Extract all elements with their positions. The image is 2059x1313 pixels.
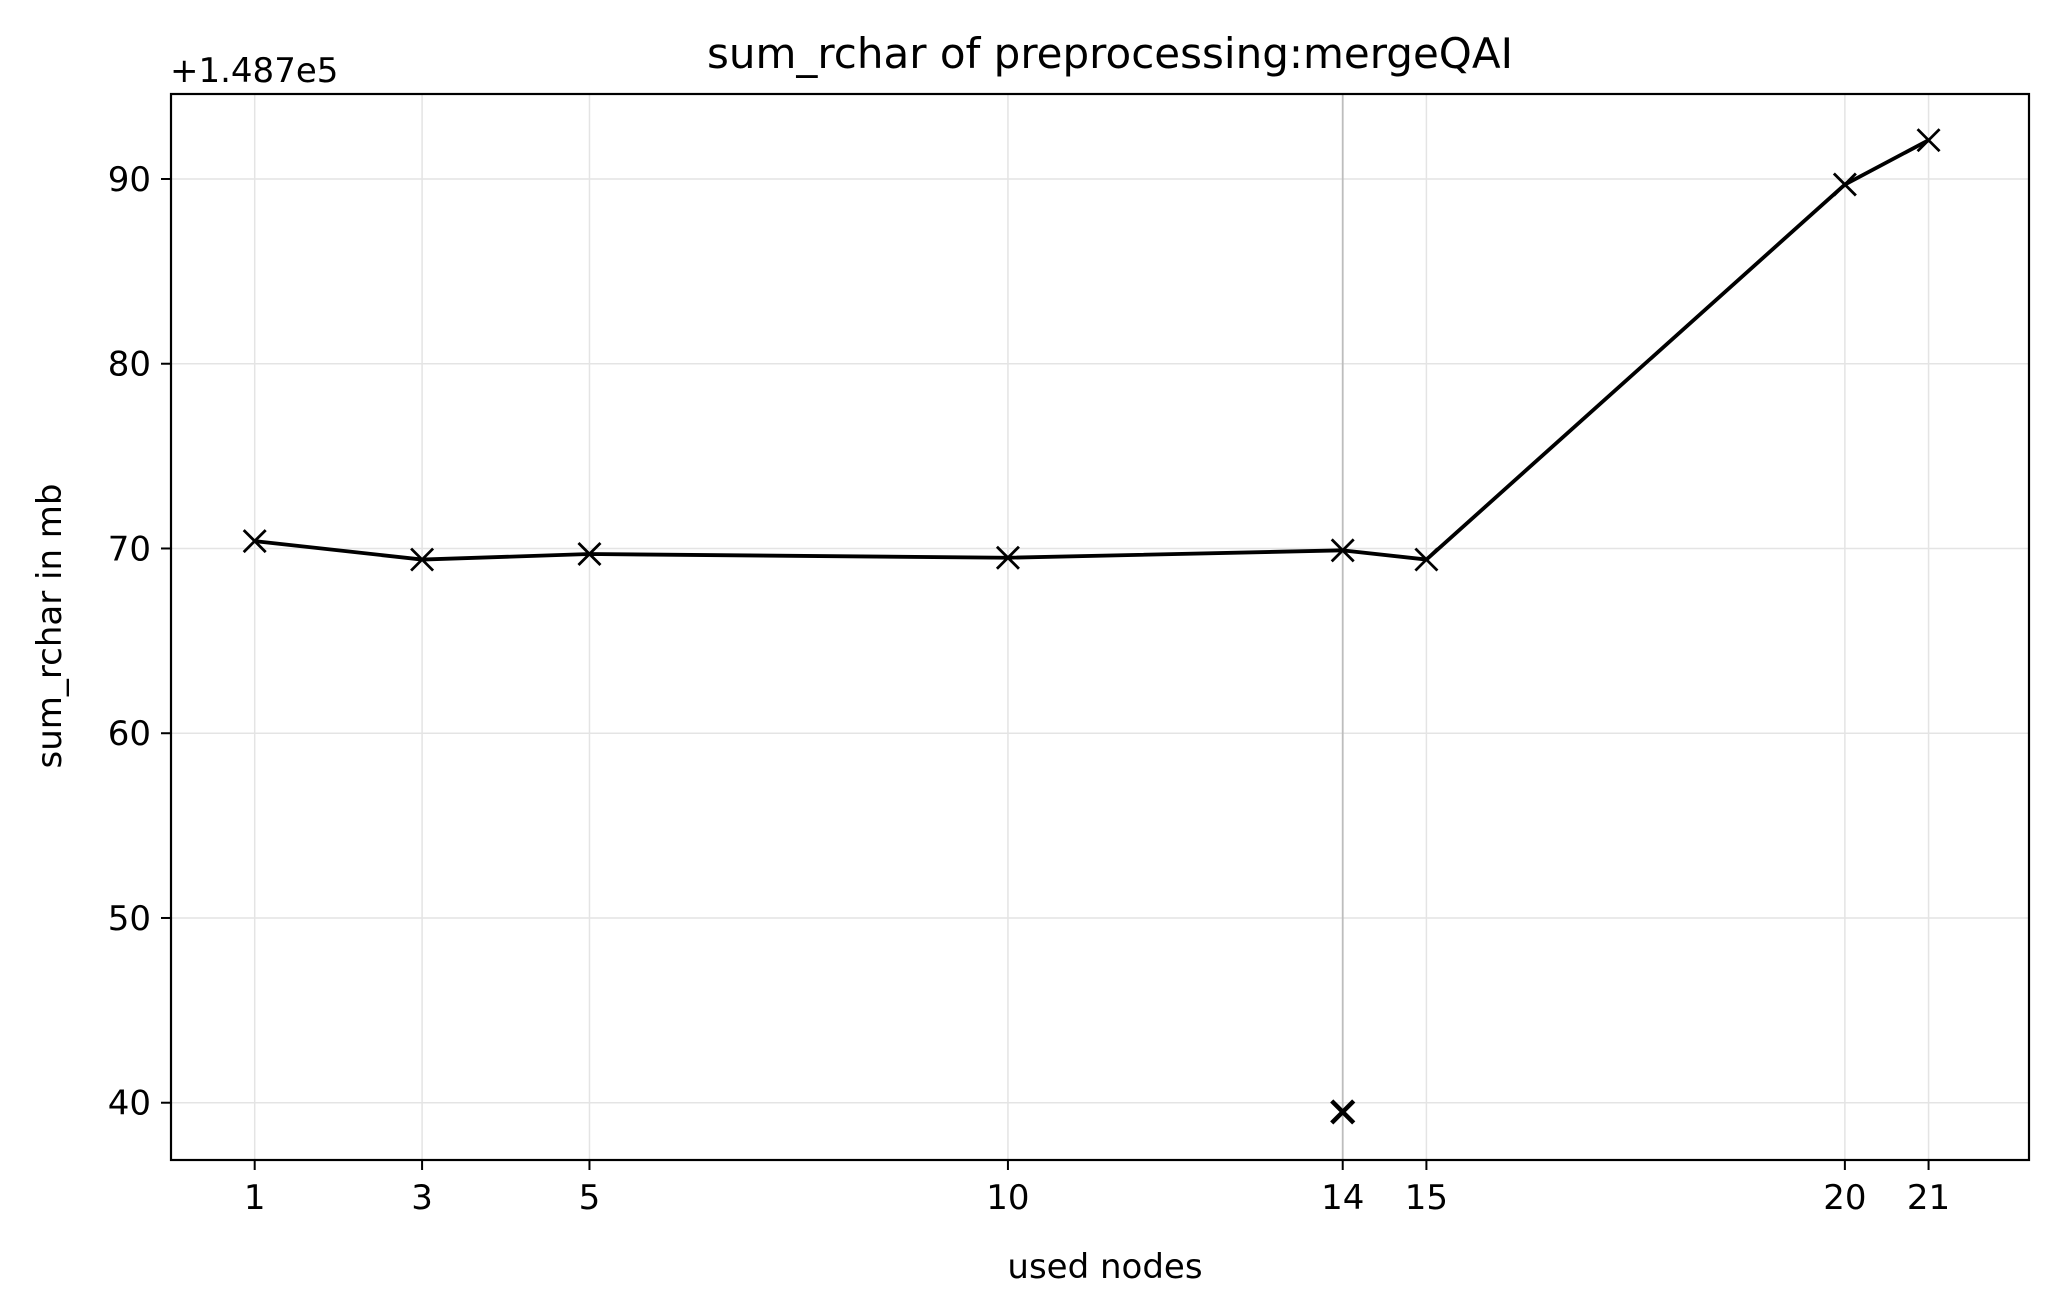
y-tick-label: 60 [108,714,151,754]
x-tick-label: 5 [579,1178,601,1218]
series-group [242,128,1941,572]
y-tick-label: 40 [108,1084,151,1124]
y-tick-label: 80 [108,345,151,385]
data-point-marker [1832,172,1857,197]
series-line [254,138,1930,562]
plot-area-frame [169,92,2031,1162]
data-point-marker [1916,128,1941,153]
y-tick-label: 90 [108,160,151,200]
y-axis-label: sum_rchar in mb [30,484,70,769]
y-axis-ticks: 40 50 60 70 80 90 [108,160,171,1124]
x-tick-label: 14 [1321,1178,1364,1218]
y-axis-offset-label: +1.487e5 [170,51,338,91]
data-point-marker [1414,547,1439,572]
data-point-marker [577,542,602,567]
x-tick-label: 3 [411,1178,433,1218]
x-tick-label: 10 [986,1178,1029,1218]
x-tick-label: 20 [1823,1178,1866,1218]
grid [171,94,2029,1160]
x-tick-label: 15 [1405,1178,1448,1218]
x-axis-label: used nodes [1007,1247,1202,1287]
x-tick-label: 1 [244,1178,266,1218]
y-tick-label: 50 [108,899,151,939]
chart-title: sum_rchar of preprocessing:mergeQAI [707,29,1513,78]
outlier-group [1330,1099,1356,1125]
data-point-marker [410,547,435,572]
outlier-marker [1330,1099,1356,1125]
data-point-marker [242,529,267,554]
data-point-marker [1330,538,1355,563]
y-tick-label: 70 [108,529,151,569]
x-tick-label: 21 [1907,1178,1950,1218]
data-point-marker [995,545,1020,570]
x-axis-ticks: 1 3 5 10 14 15 20 21 [244,1160,1950,1218]
